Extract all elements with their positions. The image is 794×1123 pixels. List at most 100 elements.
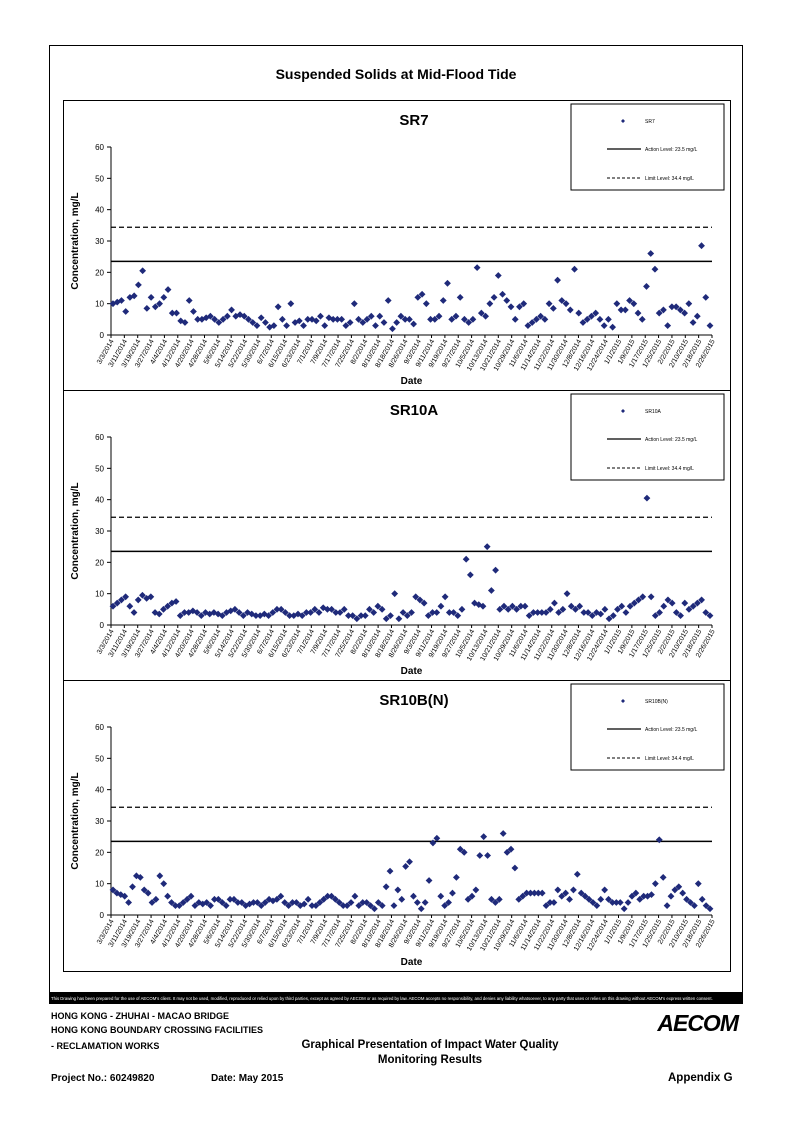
data-point (298, 612, 306, 619)
data-point (367, 312, 375, 320)
data-point (176, 612, 184, 619)
data-point (527, 889, 534, 897)
data-point (312, 317, 320, 325)
data-point (437, 602, 445, 610)
data-point (160, 294, 168, 301)
data-point (317, 312, 324, 320)
data-point (460, 848, 468, 856)
x-axis-label: Date (401, 376, 423, 387)
y-tick-label: 40 (95, 786, 104, 795)
data-point (387, 612, 394, 619)
data-point (452, 874, 460, 881)
data-point (183, 895, 191, 903)
y-tick-label: 50 (95, 464, 104, 473)
data-point (486, 300, 494, 308)
data-point (244, 609, 251, 616)
data-point (321, 322, 329, 329)
data-point (211, 895, 218, 903)
data-point (295, 317, 303, 325)
data-point (203, 899, 211, 906)
data-point (677, 612, 684, 619)
data-point (593, 902, 601, 909)
data-point (338, 315, 346, 323)
data-point (648, 891, 655, 899)
page-title: Suspended Solids at Mid-Flood Tide (275, 66, 517, 82)
data-point (461, 315, 468, 323)
data-point (580, 609, 588, 616)
data-point (390, 902, 398, 909)
data-point (232, 312, 240, 320)
data-point (382, 615, 390, 623)
data-point (452, 312, 460, 320)
data-point (181, 319, 189, 326)
data-point (307, 609, 314, 616)
data-point (706, 905, 714, 913)
data-point (562, 300, 570, 308)
data-point (513, 605, 521, 613)
data-point (605, 615, 613, 623)
data-point (378, 605, 386, 613)
data-point (197, 612, 205, 619)
data-point (351, 892, 359, 900)
data-point (289, 899, 296, 906)
data-point (706, 612, 714, 619)
data-point (339, 902, 347, 909)
data-point (414, 294, 422, 301)
y-tick-label: 10 (95, 300, 104, 309)
drawing-frame: Suspended Solids at Mid-Flood Tide SR7 0 1… (49, 45, 743, 993)
data-point (238, 899, 246, 906)
data-point (147, 294, 155, 301)
data-point (147, 593, 155, 601)
legend-limit-label: Limit Level: 34.4 mg/L (645, 176, 694, 182)
legend-action-label: Action Level: 23.5 mg/L (645, 437, 697, 443)
data-point (600, 322, 608, 329)
data-point (345, 612, 352, 619)
data-point (376, 312, 384, 320)
data-point (346, 319, 354, 326)
data-point (113, 889, 121, 897)
data-point (609, 899, 616, 906)
data-point (663, 902, 671, 909)
data-point (175, 902, 183, 909)
data-point (324, 892, 332, 900)
data-point (202, 609, 209, 616)
data-point (507, 303, 515, 311)
legend-series-label: SR10A (645, 409, 662, 415)
legend-marker (621, 119, 625, 123)
data-point (429, 609, 436, 616)
data-point (144, 889, 152, 897)
legend-action-label: Action Level: 23.5 mg/L (645, 727, 697, 733)
data-point (394, 886, 402, 894)
data-point (585, 895, 593, 903)
data-point (286, 612, 293, 619)
data-point (537, 312, 545, 320)
data-point (283, 322, 290, 329)
data-point (228, 306, 235, 314)
data-point (164, 602, 172, 610)
data-point (431, 315, 439, 323)
data-point (563, 590, 571, 598)
data-point (278, 315, 286, 323)
y-axis-label: Concentration, mg/L (70, 482, 81, 579)
data-point (534, 609, 542, 616)
data-point (281, 609, 289, 616)
data-point (448, 315, 456, 323)
chart-title: SR7 (399, 112, 428, 129)
data-point (168, 899, 175, 906)
data-point (173, 309, 180, 317)
data-point (273, 605, 281, 613)
data-point (223, 312, 231, 320)
data-point (412, 593, 420, 601)
data-point (113, 599, 121, 607)
data-point (618, 602, 626, 610)
data-point (494, 272, 502, 279)
data-point (509, 602, 516, 610)
data-point (410, 892, 417, 900)
data-point (403, 612, 411, 619)
data-point (679, 889, 687, 897)
data-point (482, 312, 489, 320)
project-line-3: - RECLAMATION WORKS (51, 1041, 160, 1051)
data-point (492, 566, 499, 574)
data-point (698, 895, 706, 903)
